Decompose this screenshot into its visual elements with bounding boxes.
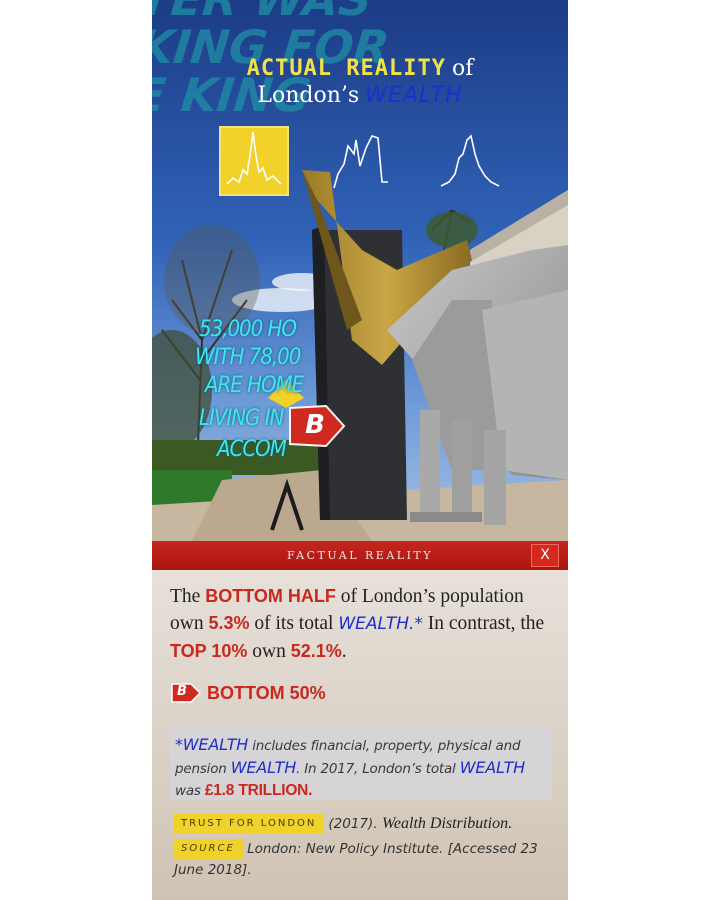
wealth-footnote: *WEALTH includes financial, property, ph… [170, 726, 552, 800]
fact-highlight-top10: TOP 10% [170, 641, 248, 661]
ar-floating-text: 53,000 HO [199, 317, 297, 342]
reference-citation: TRUST FOR LONDON (2017). Wealth Distribut… [174, 814, 554, 834]
reference-title: Wealth Distribution. [382, 815, 513, 833]
peak-line-chart-icon [440, 134, 500, 187]
panel-header: FACTUAL REALITY X [152, 541, 568, 570]
ar-floating-text: ACCOM [217, 437, 287, 462]
ar-floating-text: LIVING IN [199, 406, 284, 431]
panel-title: FACTUAL REALITY [286, 549, 434, 562]
fact-text-segment: of its total [249, 613, 339, 634]
legend-arrow-icon [171, 683, 202, 703]
ar-marker-b[interactable]: B [288, 404, 346, 448]
footnote-wealth: WEALTH [230, 758, 297, 777]
fact-highlight-bottom-pct: 5.3% [208, 613, 250, 633]
marker-letter: B [305, 410, 325, 440]
legend-label: BOTTOM 50% [207, 683, 326, 703]
footnote-wealth: *WEALTH [175, 735, 249, 754]
ar-title-of: of [452, 56, 474, 81]
reference-source: SOURCE London: New Policy Institute. [Ac… [174, 839, 554, 881]
footnote-text: *WEALTH includes financial, property, ph… [175, 734, 552, 802]
ar-background-text: YER WAS [152, 0, 375, 26]
footnote-segment: includes financial, property, physical a… [175, 738, 521, 777]
fact-text-segment: In contrast, the [422, 613, 545, 634]
castle-line-chart-icon [333, 135, 388, 189]
fact-text-segment: . [341, 641, 347, 662]
fact-text-segment: of London’s population own [170, 586, 524, 634]
fact-highlight-top-pct: 52.1% [290, 641, 342, 661]
reference-tag-trust-for-london[interactable]: TRUST FOR LONDON [174, 814, 325, 834]
fact-highlight-wealth: WEALTH.* [338, 614, 423, 634]
close-button[interactable]: X [531, 544, 559, 567]
source-line: SOURCE London: New Policy Institute. [Ac… [174, 839, 554, 881]
ar-title: ACTUAL REALITY of London’s WEALTH [152, 56, 568, 108]
legend-badge-letter: B [177, 684, 187, 699]
footnote-segment: . In 2017, London’s total [296, 761, 460, 777]
footnote-segment: was [175, 783, 205, 799]
ar-background-scene [152, 0, 568, 541]
ar-camera-view: YER WAS KING FOR E KING ACTUAL REALITYof… [152, 0, 568, 541]
fact-statement: The BOTTOM HALF of London’s population o… [170, 583, 550, 665]
fact-highlight-bottom-half: BOTTOM HALF [205, 586, 336, 606]
fact-text-segment: own [247, 641, 291, 662]
source-text: London: New Policy Institute. [Accessed … [174, 841, 538, 878]
castle-line-chart-button[interactable] [326, 126, 396, 196]
legend-badge: B [171, 683, 202, 703]
reference-tag-source[interactable]: SOURCE [174, 839, 243, 859]
ar-title-actual-reality: ACTUAL REALITY [246, 56, 447, 81]
reference-year: (2017). [328, 816, 378, 832]
marker-arrow-icon [289, 404, 346, 448]
ar-floating-text: ARE HOME [205, 373, 304, 398]
footnote-amount: £1.8 TRILLION. [204, 782, 313, 799]
factual-reality-panel: FACTUAL REALITY X The BOTTOM HALF of Lon… [152, 541, 568, 900]
ar-title-london: London’s [257, 83, 360, 108]
peak-line-chart-button[interactable] [435, 126, 505, 196]
spike-line-chart-icon [226, 131, 282, 185]
ar-floating-text: WITH 78,00 [195, 345, 301, 370]
fact-text-segment: The [170, 586, 206, 607]
phone-screen: YER WAS KING FOR E KING ACTUAL REALITYof… [152, 0, 568, 900]
spike-line-chart-button[interactable] [219, 126, 289, 196]
ar-title-wealth: WEALTH [365, 83, 463, 108]
footnote-wealth: WEALTH [459, 758, 526, 777]
